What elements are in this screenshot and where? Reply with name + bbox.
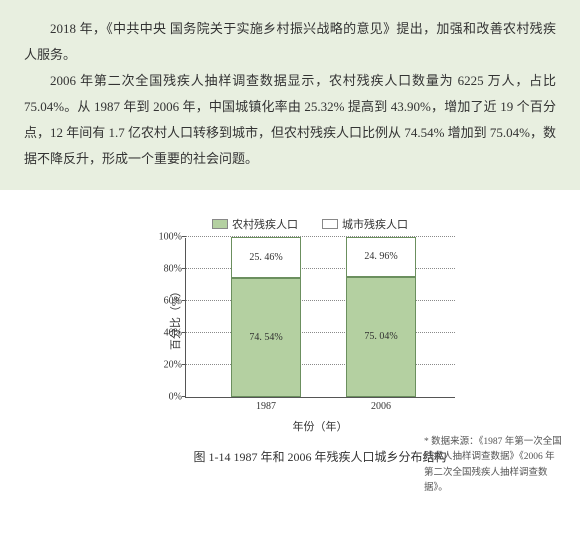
legend-label: 城市残疾人口: [342, 216, 408, 232]
legend-label: 农村残疾人口: [232, 216, 298, 232]
y-tick-label: 0%: [169, 392, 186, 403]
x-axis-label: 年份（年）: [185, 418, 455, 434]
bar: 24. 96%75. 04%: [346, 237, 416, 397]
chart-wrap: 百分比（%） 0%20%40%60%80%100%25. 46%74. 54%1…: [185, 238, 455, 398]
bar-segment: 74. 54%: [231, 278, 301, 397]
figure-caption: 图 1-14 1987 年和 2006 年残疾人口城乡分布结构: [185, 448, 455, 465]
y-tick-label: 40%: [164, 328, 186, 339]
chart-plot: 0%20%40%60%80%100%25. 46%74. 54%198724. …: [185, 238, 455, 398]
y-tick-label: 80%: [164, 264, 186, 275]
paragraph-1: 2018 年，《中共中央 国务院关于实施乡村振兴战略的意见》提出，加强和改善农村…: [24, 16, 556, 68]
legend-item: 城市残疾人口: [322, 216, 408, 232]
legend-item: 农村残疾人口: [212, 216, 298, 232]
bar-segment: 75. 04%: [346, 277, 416, 397]
chart-legend: 农村残疾人口 城市残疾人口: [212, 216, 408, 232]
x-tick-label: 2006: [371, 397, 391, 412]
chart-area: 农村残疾人口 城市残疾人口 百分比（%） 0%20%40%60%80%100%25…: [0, 216, 580, 465]
source-note: * 数据来源：《1987 年第一次全国残疾人抽样调查数据》《2006 年第二次全…: [424, 435, 564, 496]
paragraph-2: 2006 年第二次全国残疾人抽样调查数据显示，农村残疾人口数量为 6225 万人…: [24, 68, 556, 172]
legend-swatch: [322, 219, 338, 229]
intro-text-block: 2018 年，《中共中央 国务院关于实施乡村振兴战略的意见》提出，加强和改善农村…: [0, 0, 580, 190]
bar: 25. 46%74. 54%: [231, 237, 301, 397]
y-tick-label: 20%: [164, 360, 186, 371]
legend-swatch: [212, 219, 228, 229]
y-tick-label: 60%: [164, 296, 186, 307]
bar-segment: 25. 46%: [231, 237, 301, 278]
y-tick-label: 100%: [159, 232, 186, 243]
bar-segment: 24. 96%: [346, 237, 416, 277]
x-tick-label: 1987: [256, 397, 276, 412]
